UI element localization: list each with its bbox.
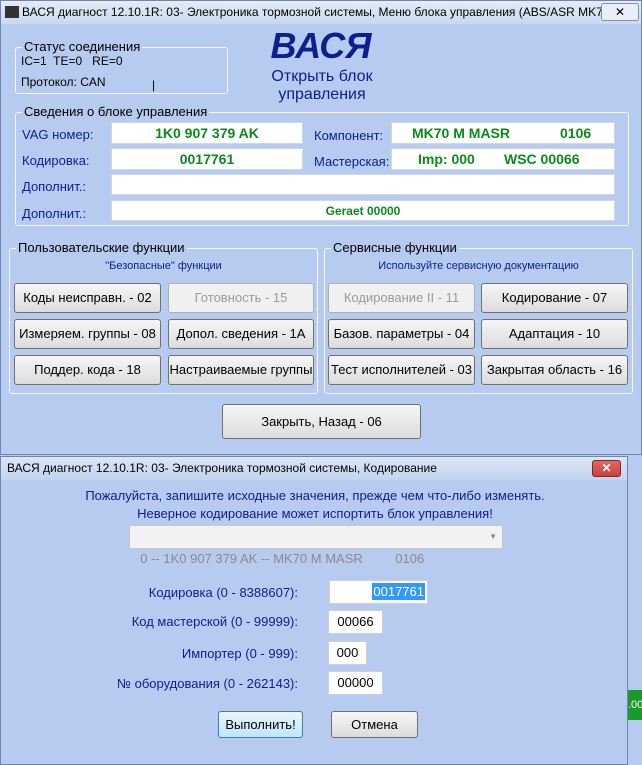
component-name: MK70 M MASR bbox=[412, 125, 511, 141]
dialog-title: ВАСЯ диагност 12.10.1R: 03- Электроника … bbox=[7, 461, 437, 475]
equipment-number-label: № оборудования (0 - 262143): bbox=[117, 676, 298, 691]
fault-codes-button[interactable]: Коды неисправн. - 02 bbox=[14, 283, 161, 313]
extra1-field bbox=[111, 174, 615, 195]
coding-field: 0017761 bbox=[111, 148, 303, 170]
workshop-label: Мастерская: bbox=[314, 154, 390, 169]
control-unit-info-group: Сведения о блоке управления bbox=[15, 104, 629, 226]
protocol-text: Протокол: CAN bbox=[21, 75, 106, 89]
coding-label: Кодировка (0 - 8388607): bbox=[148, 585, 298, 600]
extra2-field: Geraet 00000 bbox=[111, 200, 615, 221]
advanced-info-button[interactable]: Допол. сведения - 1A bbox=[168, 319, 314, 349]
coding-label: Кодировка: bbox=[22, 153, 90, 168]
background-window-fragment: .00 bbox=[628, 690, 642, 720]
main-titlebar: ВАСЯ диагност 12.10.1R: 03- Электроника … bbox=[1, 1, 641, 24]
logo: ВАСЯ bbox=[270, 25, 372, 66]
custom-groups-button[interactable]: Настраиваемые группы bbox=[168, 355, 314, 385]
service-functions-group: Сервисные функции bbox=[324, 240, 633, 394]
user-functions-subtitle: "Безопасные" функции bbox=[105, 260, 222, 272]
activity-indicator: | bbox=[152, 78, 156, 92]
connection-status-group: Статус соединения IC=1 TE=0 RE=0 Протоко… bbox=[15, 39, 228, 94]
chevron-down-icon: ▼ bbox=[489, 532, 497, 541]
security-access-button[interactable]: Закрытая область - 16 bbox=[481, 355, 628, 385]
group-title: Статус соединения bbox=[22, 39, 143, 54]
status-line: IC=1 TE=0 RE=0 bbox=[21, 54, 123, 68]
dialog-titlebar: ВАСЯ диагност 12.10.1R: 03- Электроника … bbox=[1, 457, 627, 480]
service-functions-subtitle: Используйте сервисную документацию bbox=[378, 260, 579, 272]
workshop-code-label: Код мастерской (0 - 99999): bbox=[131, 614, 298, 629]
coding-input[interactable]: 0017761 bbox=[329, 580, 428, 604]
control-unit-select[interactable]: 0 -- 1K0 907 379 AK -- MK70 M MASR 0106 … bbox=[129, 525, 503, 566]
basic-settings-button[interactable]: Базов. параметры - 04 bbox=[328, 319, 475, 349]
warning-line-1: Пожалуйста, запишите исходные значения, … bbox=[85, 488, 545, 503]
readiness-button[interactable]: Готовность - 15 bbox=[168, 283, 314, 313]
extra2-label: Дополнит.: bbox=[22, 206, 86, 221]
cancel-button[interactable]: Отмена bbox=[331, 711, 418, 738]
group-title: Пользовательские функции bbox=[16, 240, 187, 255]
user-functions-group: Пользовательские функции bbox=[9, 240, 318, 394]
adaptation-button[interactable]: Адаптация - 10 bbox=[481, 319, 628, 349]
execute-button[interactable]: Выполнить! bbox=[218, 711, 303, 738]
coding-ii-button[interactable]: Кодирование II - 11 bbox=[328, 283, 475, 313]
group-title: Сведения о блоке управления bbox=[22, 104, 210, 119]
importer-value: Imp: 000 bbox=[418, 151, 475, 167]
importer-label: Импортер (0 - 999): bbox=[181, 646, 298, 661]
app-icon bbox=[5, 6, 19, 18]
workshop-code-input[interactable]: 00066 bbox=[328, 610, 383, 634]
select-value: 0 -- 1K0 907 379 AK -- MK70 M MASR 0106 bbox=[140, 551, 425, 566]
group-title: Сервисные функции bbox=[331, 240, 459, 255]
close-button[interactable]: ✕ bbox=[601, 3, 639, 21]
coding-dialog: ВАСЯ диагност 12.10.1R: 03- Электроника … bbox=[0, 456, 628, 765]
vag-number-field: 1K0 907 379 AK bbox=[111, 122, 303, 144]
component-version: 0106 bbox=[560, 125, 592, 141]
open-block-label: Открыть блок управления bbox=[271, 68, 373, 103]
coding-input-value: 0017761 bbox=[372, 583, 425, 600]
output-tests-button[interactable]: Тест исполнителей - 03 bbox=[328, 355, 475, 385]
measuring-groups-button[interactable]: Измеряем. группы - 08 bbox=[14, 319, 161, 349]
component-field: MK70 M MASR 0106 bbox=[391, 122, 615, 144]
background-fragment-text: .00 bbox=[628, 699, 642, 711]
vag-label: VAG номер: bbox=[22, 127, 94, 142]
main-title: ВАСЯ диагност 12.10.1R: 03- Электроника … bbox=[22, 5, 613, 19]
warning-line-2: Неверное кодирование может испортить бло… bbox=[137, 506, 493, 521]
supported-codes-button[interactable]: Поддер. кода - 18 bbox=[14, 355, 161, 385]
main-window: ВАСЯ диагност 12.10.1R: 03- Электроника … bbox=[0, 0, 642, 455]
component-label: Компонент: bbox=[314, 128, 384, 143]
coding-button[interactable]: Кодирование - 07 bbox=[481, 283, 628, 313]
dialog-close-button[interactable]: ✕ bbox=[592, 460, 621, 477]
workshop-field: Imp: 000 WSC 00066 bbox=[391, 148, 615, 170]
wsc-value: WSC 00066 bbox=[504, 151, 580, 167]
importer-input[interactable]: 000 bbox=[328, 641, 367, 665]
extra1-label: Дополнит.: bbox=[22, 179, 86, 194]
close-back-button[interactable]: Закрыть, Назад - 06 bbox=[222, 404, 421, 439]
equipment-number-input[interactable]: 00000 bbox=[328, 671, 383, 695]
